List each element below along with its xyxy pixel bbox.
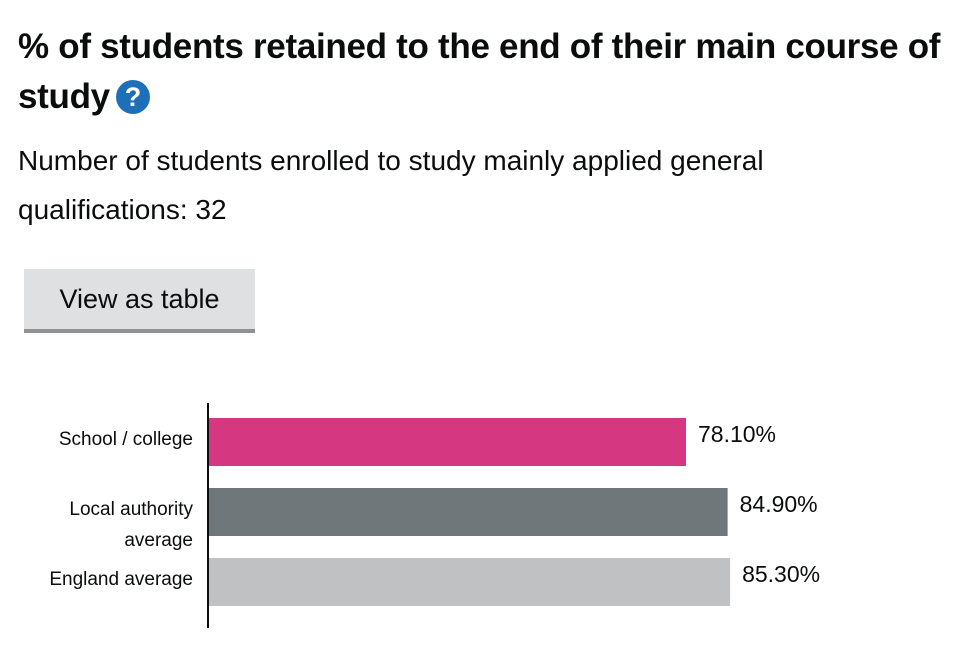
value-label-2: 85.30% bbox=[742, 561, 820, 587]
category-label-1-line-0: Local authority bbox=[69, 499, 193, 520]
bar-2 bbox=[208, 558, 731, 606]
bar-0 bbox=[208, 418, 686, 466]
chart-heading: % of students retained to the end of the… bbox=[18, 22, 958, 122]
value-label-0: 78.10% bbox=[698, 421, 776, 447]
view-as-table-button[interactable]: View as table bbox=[24, 269, 255, 333]
category-label-1-line-1: average bbox=[124, 530, 193, 551]
bar-1 bbox=[208, 488, 728, 536]
category-label-2: England average bbox=[49, 569, 193, 590]
retention-bar-chart: 78.10% School / college 84.90% Local author… bbox=[49, 403, 820, 628]
students-enrolled-text: Number of students enrolled to study mai… bbox=[18, 145, 764, 225]
value-label-1: 84.90% bbox=[740, 491, 818, 517]
heading-text: % of students retained to the end of the… bbox=[18, 27, 941, 116]
question-circle-icon[interactable]: ? bbox=[115, 80, 150, 114]
category-label-0: School / college bbox=[59, 429, 193, 450]
